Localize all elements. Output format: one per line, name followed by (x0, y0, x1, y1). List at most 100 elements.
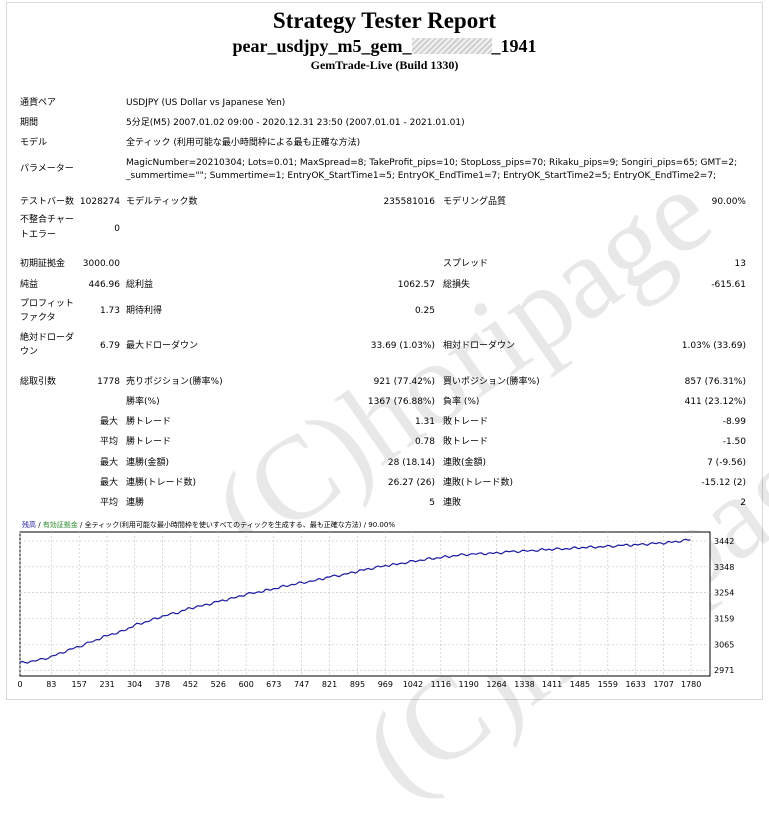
legend-model: 全ティック(利用可能な最小時間枠を使いすべてのティックを生成する、最も正確な方法… (85, 520, 362, 529)
gross-loss-label: 総損失 (443, 280, 471, 290)
period-value: 5分足(M5) 2007.01.02 09:00 - 2020.12.31 23… (126, 118, 465, 128)
x-tick-label: 895 (350, 680, 365, 689)
x-tick-label: 157 (72, 680, 87, 689)
ea-name-suffix: _1941 (491, 36, 537, 56)
gross-profit-label: 総利益 (126, 280, 154, 290)
mismatch-label-2: トエラー (20, 230, 57, 240)
ea-name-prefix: pear_usdjpy_m5_gem_ (232, 36, 412, 56)
short-positions-label: 売りポジション(勝率%) (126, 377, 223, 387)
balance-line (19, 538, 691, 664)
bars-label: テストバー数 (20, 197, 75, 207)
rel-drawdown-label: 相対ドローダウン (443, 341, 516, 351)
x-tick-label: 600 (239, 680, 254, 689)
spread-value: 13 (734, 259, 746, 269)
max-label: 最大 (100, 417, 119, 427)
consec-wins-money-label: 連勝(金額) (126, 458, 170, 468)
x-tick-label: 83 (46, 680, 56, 689)
legend-sep: / (361, 521, 368, 529)
params-line-2: _summertime=""; Summertime=1; EntryOK_St… (126, 171, 717, 181)
x-tick-label: 1338 (514, 680, 534, 689)
total-trades-label: 総取引数 (20, 377, 57, 387)
x-tick-label: 1633 (626, 680, 646, 689)
x-tick-label: 1780 (681, 680, 701, 689)
report-title: Strategy Tester Report (272, 8, 497, 33)
x-tick-label: 747 (294, 680, 309, 689)
y-tick-label: 3442 (714, 537, 734, 546)
y-tick-label: 2971 (714, 666, 734, 675)
consec-profit-value: 26.27 (26) (387, 478, 435, 488)
abs-drawdown-label-2: ウン (20, 347, 39, 357)
masked-text (411, 38, 492, 54)
x-tick-label: 452 (183, 680, 198, 689)
avg-consec-losses-label: 連敗 (443, 498, 462, 508)
largest-loss-label: 敗トレード (443, 417, 489, 427)
x-tick-label: 231 (99, 680, 114, 689)
legend-equity: 有効証拠金 (43, 520, 78, 529)
x-tick-label: 526 (211, 680, 226, 689)
quality-label: モデリング品質 (443, 197, 507, 207)
largest-win-label: 勝トレード (126, 417, 172, 427)
x-tick-label: 1190 (459, 680, 479, 689)
largest-win-value: 1.31 (414, 417, 435, 427)
avg-win-value: 0.78 (414, 437, 435, 447)
x-tick-label: 1559 (598, 680, 618, 689)
avg-consec-wins-value: 5 (429, 498, 435, 508)
win-rate-label: 勝率(%) (126, 397, 160, 407)
period-label: 期間 (20, 118, 39, 128)
loss-rate-value: 411 (23.12%) (684, 397, 746, 407)
y-tick-label: 3159 (714, 615, 734, 624)
bars-value: 1028274 (79, 197, 120, 207)
mismatch-value: 0 (114, 224, 120, 234)
consec-losses-money-value: 7 (-9.56) (707, 458, 746, 468)
x-tick-label: 0 (18, 680, 23, 689)
x-tick-label: 1707 (653, 680, 673, 689)
long-positions-label: 買いポジション(勝率%) (443, 377, 540, 387)
consec-loss-label: 連敗(トレード数) (443, 478, 514, 488)
deposit-value: 3000.00 (82, 259, 120, 269)
y-tick-label: 3348 (714, 563, 734, 572)
x-tick-label: 673 (266, 680, 281, 689)
max-label: 最大 (100, 478, 119, 488)
model-label: モデル (20, 138, 48, 148)
avg-win-label: 勝トレード (126, 437, 172, 447)
profit-factor-value: 1.73 (99, 306, 120, 316)
y-tick-label: 3254 (714, 589, 734, 598)
max-label: 最大 (100, 458, 119, 468)
x-tick-label: 821 (322, 680, 337, 689)
spread-label: スプレッド (443, 259, 489, 269)
legend-quality: 90.00% (368, 521, 395, 529)
quality-value: 90.00% (711, 197, 746, 207)
balance-chart: 残高 / 有効証拠金 / 全ティック(利用可能な最小時間枠を使いすべてのティック… (18, 520, 734, 689)
net-profit-label: 純益 (20, 280, 39, 290)
legend-sep: / (36, 521, 43, 529)
profit-factor-label-1: プロフィット (20, 299, 74, 309)
expected-payoff-label: 期待利得 (126, 306, 163, 316)
max-drawdown-value: 33.69 (1.03%) (370, 341, 435, 351)
total-trades-value: 1778 (97, 377, 120, 387)
params-line-1: MagicNumber=20210304; Lots=0.01; MaxSpre… (126, 158, 738, 168)
x-tick-label: 1116 (431, 680, 451, 689)
model-value: 全ティック (利用可能な最小時間枠による最も正確な方法) (126, 138, 361, 148)
abs-drawdown-label-1: 絶対ドローダ (20, 333, 75, 343)
avg-consec-wins-label: 連勝 (126, 498, 145, 508)
rel-drawdown-value: 1.03% (33.69) (681, 341, 746, 351)
ticks-value: 235581016 (383, 197, 435, 207)
x-tick-label: 1485 (570, 680, 590, 689)
abs-drawdown-value: 6.79 (99, 341, 120, 351)
x-tick-label: 969 (378, 680, 393, 689)
legend-balance: 残高 (22, 520, 36, 529)
largest-loss-value: -8.99 (722, 417, 746, 427)
report-frame (6, 2, 763, 700)
pair-label: 通貨ペア (20, 98, 57, 108)
win-rate-value: 1367 (76.88%) (367, 397, 435, 407)
y-tick-label: 3065 (714, 640, 734, 649)
plot-area (19, 531, 711, 677)
deposit-label: 初期証拠金 (20, 259, 66, 269)
consec-losses-money-label: 連敗(金額) (443, 458, 487, 468)
report-build: GemTrade-Live (Build 1330) (310, 58, 459, 72)
consec-loss-value: -15.12 (2) (701, 478, 746, 488)
x-tick-label: 1042 (403, 680, 423, 689)
params-label: パラメーター (20, 164, 74, 174)
profit-factor-label-2: ファクタ (20, 313, 56, 323)
x-tick-label: 304 (127, 680, 142, 689)
